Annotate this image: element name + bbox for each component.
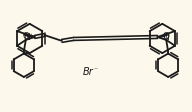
Text: ⁻: ⁻ (93, 65, 97, 74)
Text: N: N (162, 33, 169, 42)
Text: N: N (23, 33, 30, 42)
Text: O: O (22, 32, 29, 41)
Text: +: + (28, 32, 33, 38)
Text: O: O (163, 32, 170, 41)
Text: Br: Br (83, 67, 94, 77)
